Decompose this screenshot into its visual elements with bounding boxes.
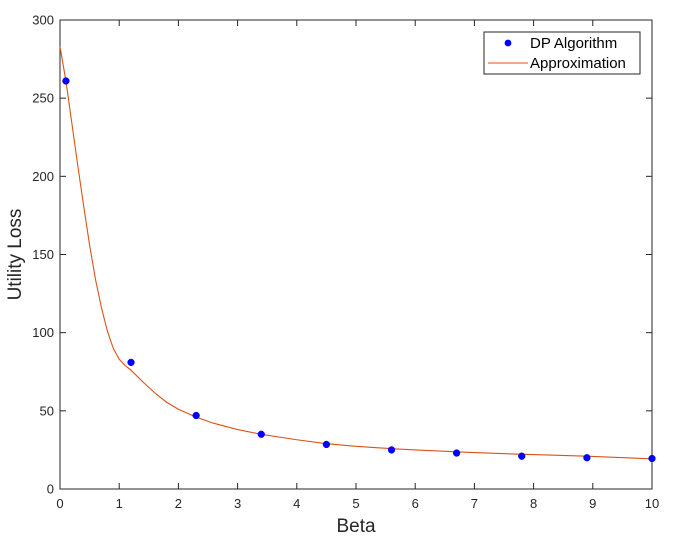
y-axis-label: Utility Loss — [5, 209, 26, 301]
plot-area — [59, 46, 656, 463]
data-point-dp-algorithm — [452, 449, 461, 457]
x-tick-label: 5 — [352, 496, 359, 511]
data-point-dp-algorithm — [257, 430, 265, 438]
y-tick-label: 150 — [32, 247, 54, 262]
x-tick-label: 6 — [412, 496, 419, 511]
legend: DP Algorithm Approximation — [483, 31, 641, 75]
axes: 0 1 2 3 4 5 6 7 8 9 10050100150200250300BetaUtilit… — [5, 13, 659, 538]
legend-marker-dp-algorithm — [504, 39, 512, 47]
x-tick-label: 10 — [645, 496, 659, 511]
y-tick-label: 300 — [32, 13, 54, 28]
data-point-dp-algorithm — [322, 440, 331, 449]
y-tick-label: 0 — [47, 482, 54, 497]
x-tick-label: 3 — [234, 496, 241, 511]
x-tick-label: 0 — [56, 496, 63, 511]
series-line-approximation — [59, 46, 653, 460]
data-point-dp-algorithm — [583, 454, 591, 462]
x-tick-label: 8 — [530, 496, 537, 511]
y-tick-label: 100 — [32, 325, 54, 340]
x-tick-label: 9 — [589, 496, 596, 511]
x-tick-label: 1 — [116, 496, 123, 511]
data-point-dp-algorithm — [518, 452, 526, 460]
data-point-dp-algorithm — [127, 358, 135, 367]
y-tick-label: 200 — [32, 169, 54, 184]
y-tick-label: 50 — [40, 403, 54, 418]
x-tick-label: 7 — [471, 496, 478, 511]
data-point-dp-algorithm — [62, 77, 70, 85]
data-point-dp-algorithm — [387, 446, 396, 454]
plot-box — [59, 19, 653, 490]
x-axis-label: Beta — [336, 516, 376, 537]
legend-box — [483, 31, 641, 75]
x-tick-label: 4 — [293, 496, 300, 511]
y-tick-label: 250 — [32, 91, 54, 106]
legend-label: Approximation — [530, 55, 626, 72]
legend-label: DP Algorithm — [530, 35, 617, 52]
data-point-dp-algorithm — [648, 454, 656, 463]
x-tick-label: 2 — [175, 496, 182, 511]
data-point-dp-algorithm — [192, 411, 200, 420]
